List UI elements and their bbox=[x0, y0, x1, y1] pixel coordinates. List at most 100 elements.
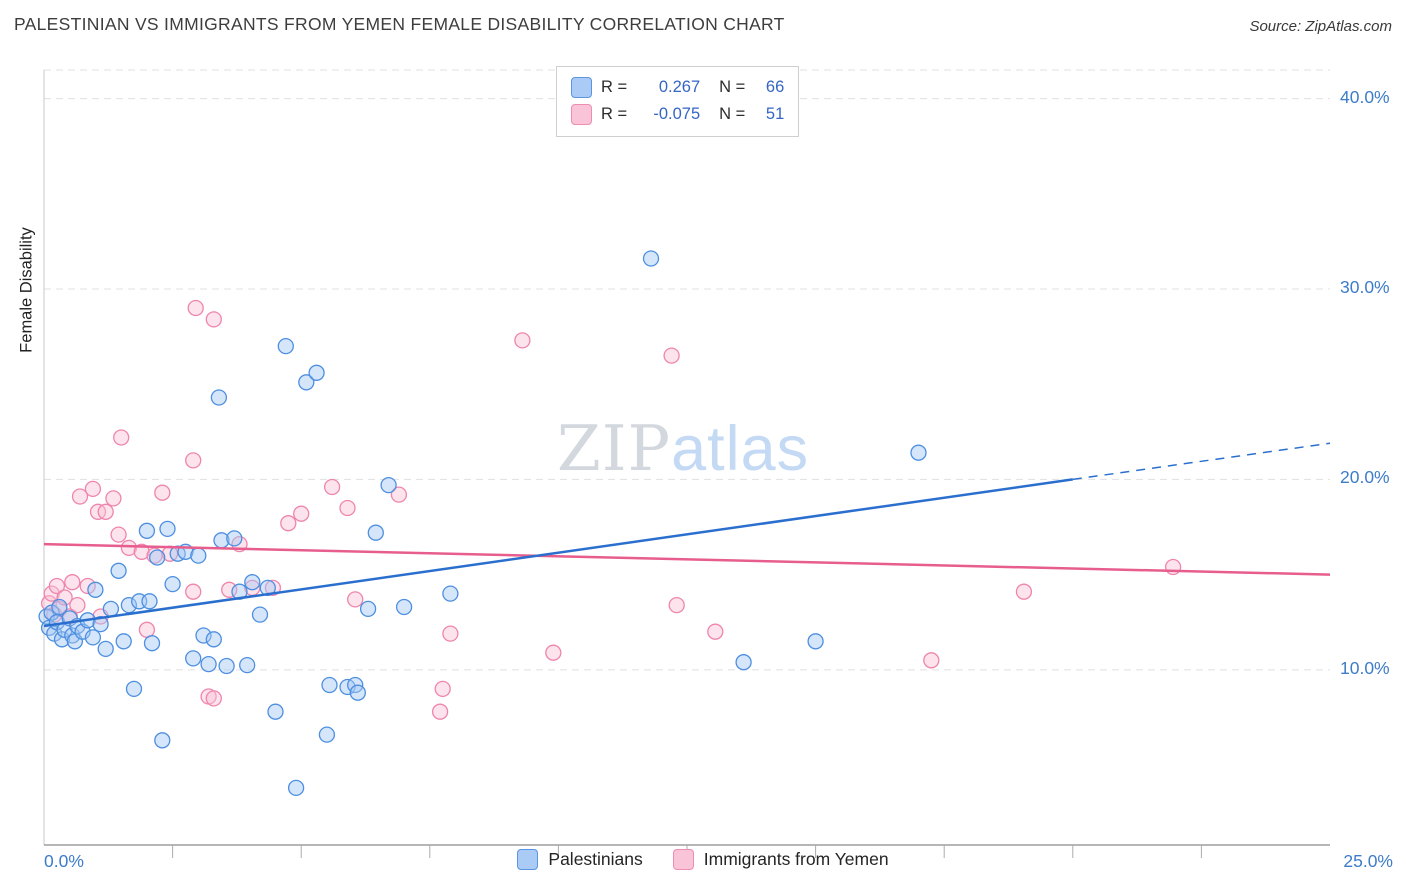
scatter-point-yemen[interactable] bbox=[434, 680, 451, 698]
scatter-point-palestinians[interactable] bbox=[910, 444, 927, 461]
scatter-point-palestinians[interactable] bbox=[218, 657, 235, 675]
scatter-point-palestinians[interactable] bbox=[442, 585, 459, 602]
n-label: N = bbox=[719, 78, 746, 96]
scatter-point-yemen[interactable] bbox=[48, 577, 66, 595]
legend-label-palestinians: Palestinians bbox=[548, 849, 643, 869]
scatter-point-palestinians[interactable] bbox=[205, 631, 222, 648]
scatter-point-yemen[interactable] bbox=[221, 581, 238, 598]
scatter-point-palestinians[interactable] bbox=[53, 631, 71, 648]
scatter-point-palestinians[interactable] bbox=[210, 389, 228, 406]
scatter-point-yemen[interactable] bbox=[545, 644, 562, 661]
scatter-point-palestinians[interactable] bbox=[164, 575, 181, 593]
scatter-point-yemen[interactable] bbox=[339, 499, 356, 517]
scatter-point-palestinians[interactable] bbox=[125, 680, 143, 698]
scatter-point-yemen[interactable] bbox=[323, 478, 341, 496]
scatter-point-palestinians[interactable] bbox=[244, 574, 261, 591]
scatter-point-palestinians[interactable] bbox=[367, 524, 384, 541]
scatter-point-palestinians[interactable] bbox=[308, 364, 325, 381]
scatter-point-palestinians[interactable] bbox=[120, 596, 138, 614]
scatter-point-yemen[interactable] bbox=[187, 299, 204, 317]
scatter-point-yemen[interactable] bbox=[293, 505, 310, 522]
scatter-point-palestinians[interactable] bbox=[287, 779, 305, 797]
scatter-point-palestinians[interactable] bbox=[200, 655, 217, 673]
scatter-point-palestinians[interactable] bbox=[239, 656, 256, 674]
scatter-point-yemen[interactable] bbox=[110, 526, 127, 543]
legend-label-yemen: Immigrants from Yemen bbox=[703, 849, 889, 869]
correlation-legend: R = 0.267 N = 66 R = -0.075 N = 51 bbox=[556, 66, 800, 137]
scatter-point-palestinians[interactable] bbox=[159, 520, 176, 538]
y-axis-tick-label: 10.0% bbox=[1340, 657, 1390, 678]
scatter-point-palestinians[interactable] bbox=[115, 633, 132, 650]
scatter-point-palestinians[interactable] bbox=[298, 374, 315, 391]
scatter-point-yemen[interactable] bbox=[185, 583, 202, 600]
scatter-point-palestinians[interactable] bbox=[149, 549, 166, 566]
scatter-point-yemen[interactable] bbox=[79, 577, 96, 595]
scatter-point-palestinians[interactable] bbox=[154, 732, 171, 749]
scatter-point-yemen[interactable] bbox=[120, 539, 138, 557]
scatter-point-yemen[interactable] bbox=[663, 347, 680, 364]
scatter-point-palestinians[interactable] bbox=[642, 250, 660, 267]
scatter-point-palestinians[interactable] bbox=[807, 633, 824, 650]
scatter-point-palestinians[interactable] bbox=[267, 703, 284, 720]
scatter-point-palestinians[interactable] bbox=[102, 600, 120, 618]
scatter-point-palestinians[interactable] bbox=[359, 600, 377, 618]
scatter-point-yemen[interactable] bbox=[97, 503, 114, 520]
y-axis-tick-label: 20.0% bbox=[1340, 467, 1390, 488]
scatter-point-palestinians[interactable] bbox=[110, 562, 127, 579]
scatter-point-yemen[interactable] bbox=[1015, 583, 1033, 600]
scatter-point-palestinians[interactable] bbox=[92, 615, 109, 633]
n-label: N = bbox=[719, 105, 746, 123]
scatter-point-palestinians[interactable] bbox=[185, 650, 202, 667]
scatter-point-yemen[interactable] bbox=[205, 311, 222, 328]
scatter-point-yemen[interactable] bbox=[707, 623, 724, 640]
scatter-point-yemen[interactable] bbox=[185, 452, 202, 469]
scatter-point-palestinians[interactable] bbox=[51, 598, 68, 616]
scatter-point-yemen[interactable] bbox=[205, 690, 222, 707]
x-axis-label-max: 25.0% bbox=[1343, 851, 1393, 871]
scatter-point-palestinians[interactable] bbox=[735, 654, 752, 671]
scatter-point-palestinians[interactable] bbox=[84, 629, 102, 646]
yemen-swatch-icon bbox=[672, 849, 694, 870]
yemen-swatch-icon bbox=[571, 104, 592, 125]
n-value: 66 bbox=[765, 78, 785, 96]
scatter-point-palestinians[interactable] bbox=[321, 676, 338, 694]
scatter-point-yemen[interactable] bbox=[923, 652, 940, 669]
scatter-point-yemen[interactable] bbox=[105, 490, 122, 507]
scatter-point-yemen[interactable] bbox=[71, 488, 89, 505]
scatter-point-yemen[interactable] bbox=[69, 596, 86, 614]
scatter-point-palestinians[interactable] bbox=[87, 581, 104, 598]
scatter-point-yemen[interactable] bbox=[84, 480, 102, 498]
scatter-point-palestinians[interactable] bbox=[195, 627, 212, 644]
chart-title: PALESTINIAN VS IMMIGRANTS FROM YEMEN FEM… bbox=[14, 14, 785, 34]
scatter-point-palestinians[interactable] bbox=[190, 547, 207, 564]
scatter-point-palestinians[interactable] bbox=[138, 522, 156, 539]
scatter-point-yemen[interactable] bbox=[133, 543, 150, 560]
scatter-point-palestinians[interactable] bbox=[380, 476, 397, 494]
scatter-point-palestinians[interactable] bbox=[226, 530, 243, 547]
watermark-zip-text: ZIP bbox=[557, 412, 672, 485]
scatter-point-yemen[interactable] bbox=[431, 703, 449, 720]
scatter-point-yemen[interactable] bbox=[390, 486, 408, 503]
scatter-point-yemen[interactable] bbox=[280, 515, 297, 532]
scatter-point-palestinians[interactable] bbox=[141, 593, 158, 610]
scatter-point-palestinians[interactable] bbox=[251, 606, 269, 623]
scatter-point-yemen[interactable] bbox=[64, 574, 81, 591]
scatter-point-yemen[interactable] bbox=[442, 625, 459, 642]
scatter-point-yemen[interactable] bbox=[668, 596, 685, 614]
scatter-point-palestinians[interactable] bbox=[259, 579, 276, 597]
scatter-point-yemen[interactable] bbox=[347, 591, 364, 608]
scatter-point-palestinians[interactable] bbox=[277, 337, 294, 355]
scatter-point-palestinians[interactable] bbox=[395, 598, 413, 616]
scatter-point-yemen[interactable] bbox=[56, 589, 73, 606]
scatter-point-palestinians[interactable] bbox=[318, 726, 336, 743]
scatter-point-palestinians[interactable] bbox=[349, 684, 366, 701]
scatter-point-yemen[interactable] bbox=[514, 332, 531, 349]
correlation-row-yemen: R = -0.075 N = 51 bbox=[571, 101, 784, 128]
scatter-point-palestinians[interactable] bbox=[97, 640, 114, 658]
yemen-trend-line bbox=[43, 542, 1331, 576]
y-axis-tick-label: 40.0% bbox=[1340, 86, 1390, 107]
scatter-point-palestinians[interactable] bbox=[143, 635, 161, 652]
scatter-point-yemen[interactable] bbox=[154, 484, 171, 501]
scatter-point-yemen[interactable] bbox=[138, 621, 156, 638]
scatter-point-yemen[interactable] bbox=[113, 429, 130, 446]
